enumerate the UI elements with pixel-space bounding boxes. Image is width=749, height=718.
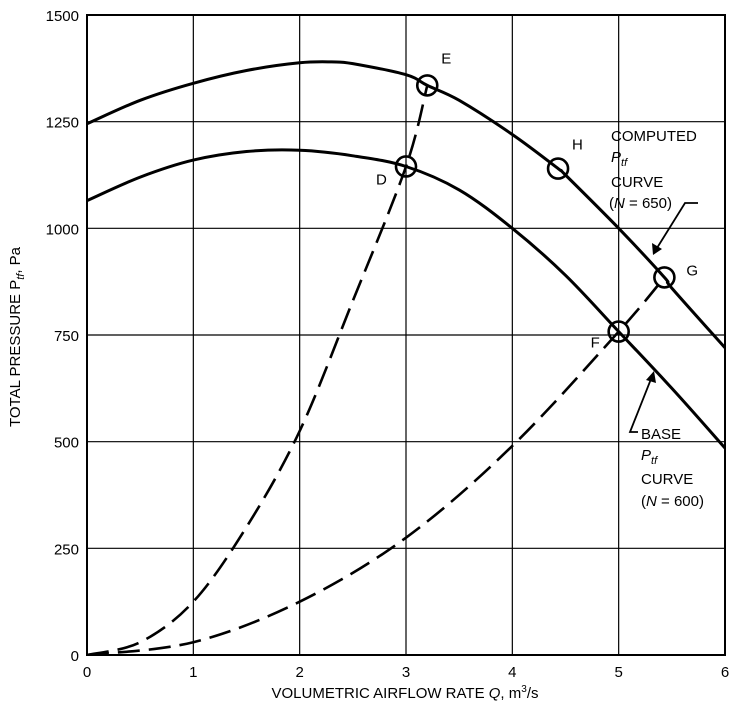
base-annot-line2: Ptf xyxy=(641,447,658,467)
y-axis-title: TOTAL PRESSURE Ptf, Pa xyxy=(7,246,27,427)
base-annot-line3: CURVE xyxy=(641,471,693,488)
x-tick-label: 4 xyxy=(508,664,516,681)
x-tick-label: 5 xyxy=(614,664,622,681)
y-tick-label: 750 xyxy=(54,328,79,345)
y-tick-label: 250 xyxy=(54,541,79,558)
base-arrow xyxy=(628,371,656,433)
point-label-f: F xyxy=(591,335,600,352)
base-annot-line1: BASE xyxy=(641,426,681,443)
point-label-g: G xyxy=(686,262,698,279)
computed-arrow xyxy=(652,202,698,255)
y-tick-label: 1250 xyxy=(46,115,79,132)
base-curve-annotation: BASE Ptf CURVE (N = 600) xyxy=(641,426,704,510)
point-label-d: D xyxy=(376,171,387,188)
x-tick-label: 0 xyxy=(83,664,91,681)
point-marker-g xyxy=(653,266,676,289)
base-annot-line4: (N = 600) xyxy=(641,493,704,510)
x-tick-label: 3 xyxy=(402,664,410,681)
computed-annot-line4: (N = 650) xyxy=(609,195,672,212)
computed-annot-line2: Ptf xyxy=(611,149,628,169)
computed-curve-annotation: COMPUTED Ptf CURVE (N = 650) xyxy=(609,128,697,212)
point-markers: E D H G F xyxy=(376,50,698,351)
point-marker-d xyxy=(394,155,418,178)
point-marker-f xyxy=(607,320,630,343)
tick-labels: 0 1 2 3 4 5 6 0 250 500 750 1000 1250 1500 xyxy=(46,8,730,681)
x-tick-label: 6 xyxy=(721,664,729,681)
fan-curve-1 xyxy=(87,60,725,349)
y-tick-label: 1000 xyxy=(46,221,79,238)
point-marker-e xyxy=(415,74,439,97)
computed-annot-line1: COMPUTED xyxy=(611,128,697,145)
y-tick-label: 0 xyxy=(71,648,79,665)
point-label-h: H xyxy=(572,137,583,154)
y-tick-label: 1500 xyxy=(46,8,79,25)
system-curve-1 xyxy=(87,85,429,655)
x-axis-title: VOLUMETRIC AIRFLOW RATE Q, m3/s xyxy=(272,684,539,702)
x-tick-label: 2 xyxy=(295,664,303,681)
point-marker-h xyxy=(546,157,570,180)
point-label-e: E xyxy=(441,50,451,67)
computed-annot-line3: CURVE xyxy=(611,174,663,191)
x-tick-label: 1 xyxy=(189,664,197,681)
y-tick-label: 500 xyxy=(54,435,79,452)
plot-border xyxy=(86,14,726,656)
system-curve-2 xyxy=(87,276,666,655)
